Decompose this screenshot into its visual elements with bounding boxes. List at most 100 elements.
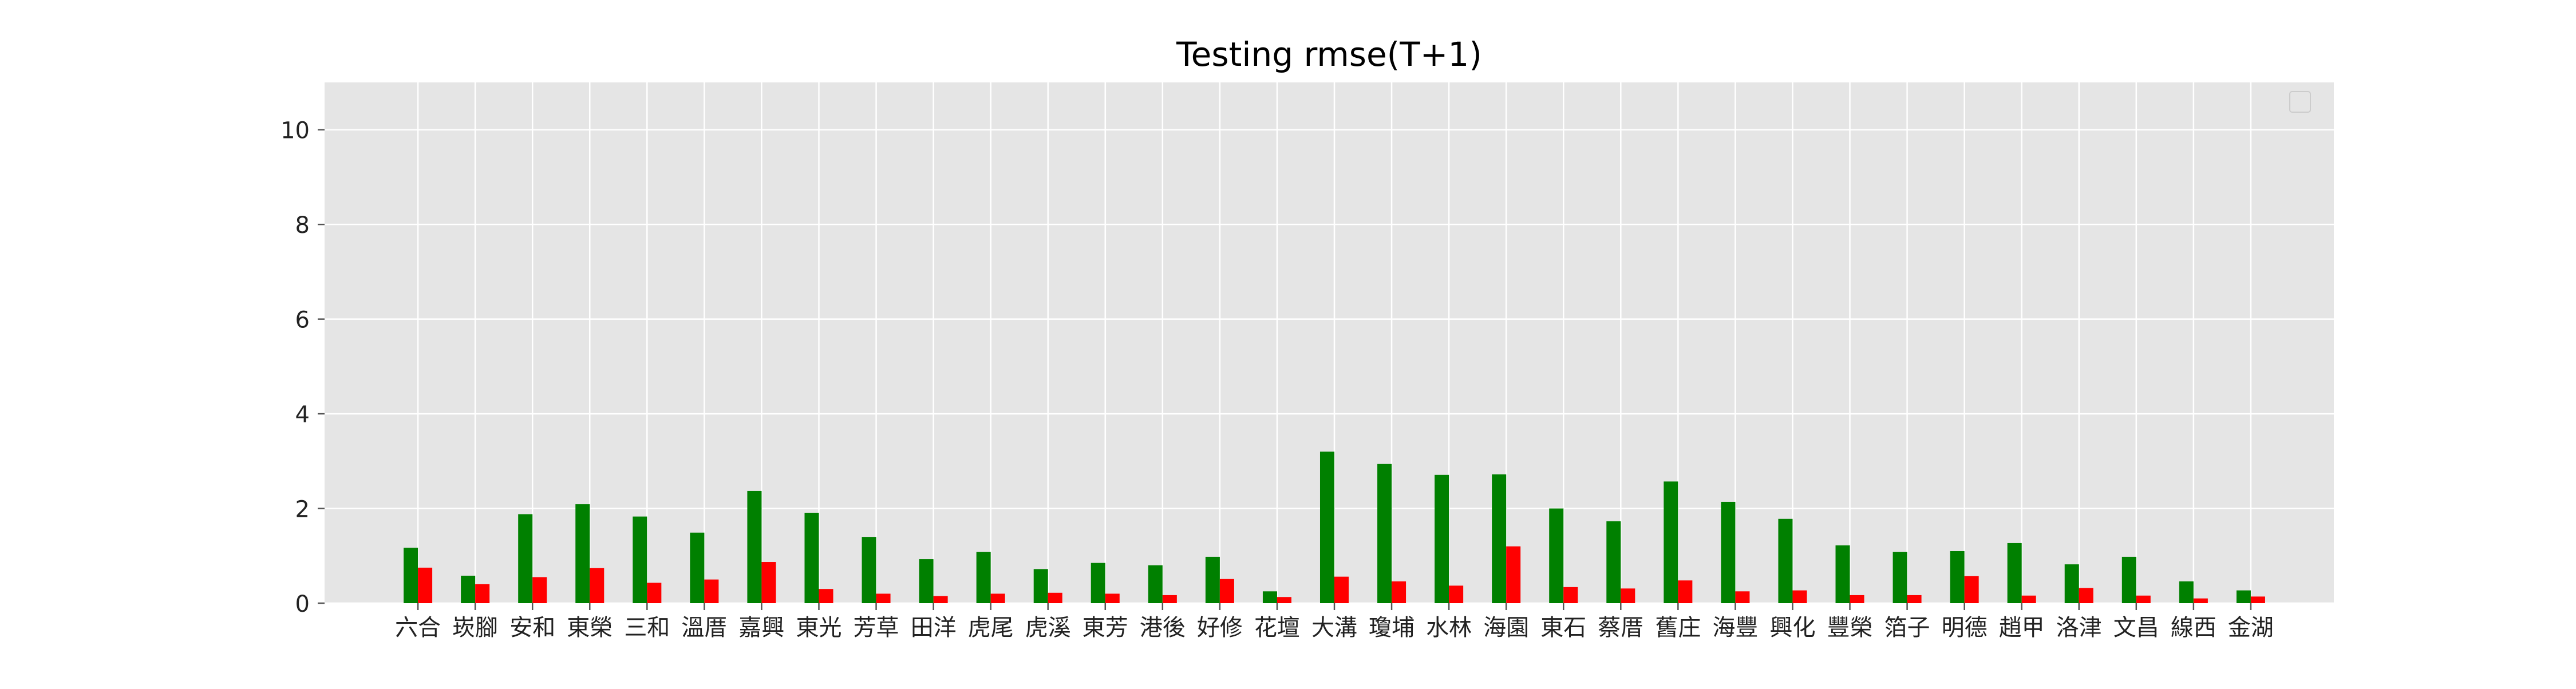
bar [1377,464,1392,603]
bar [1033,569,1048,603]
bar [1850,595,1864,603]
bar [876,593,891,603]
bar [1277,597,1291,603]
x-tick-label: 溫厝 [681,615,727,641]
bar [862,537,876,603]
bar [1091,563,1105,603]
bar [1048,592,1062,603]
bar [761,562,776,603]
x-tick-label: 瓊埔 [1369,615,1415,641]
bar [1219,579,1234,603]
x-tick-label: 海豐 [1712,615,1758,641]
bar [1835,545,1850,603]
bar [1721,501,1736,603]
bar [1664,481,1678,603]
y-tick-label: 2 [295,497,310,523]
bar [2250,596,2265,603]
x-tick-label: 三和 [624,615,670,641]
bar [575,504,590,603]
y-tick-label: 4 [295,402,310,428]
bar [1105,593,1120,603]
x-tick-label: 虎尾 [968,615,1014,641]
x-tick-label: 東榮 [567,615,613,641]
x-tick-label: 安和 [509,615,555,641]
x-tick-label: 豐榮 [1827,615,1873,641]
x-tick-label: 好修 [1197,615,1243,641]
bar [647,583,662,603]
bar [1778,518,1793,603]
bar [532,577,547,603]
bar [1392,581,1406,603]
x-tick-label: 東石 [1540,615,1586,641]
x-tick-label: 明德 [1942,615,1988,641]
x-tick-label: 崁腳 [452,615,498,641]
bar [1678,580,1693,603]
bar [2079,588,2093,603]
y-axis: 0 2 4 6 8 10 [280,118,325,617]
chart-title: Testing rmse(T+1) [1176,35,1482,74]
bar [1148,565,1163,603]
bar [1492,474,1507,603]
bar [704,579,719,603]
bar [1563,587,1578,603]
bar [2136,595,2151,603]
x-axis: 六合 崁腳 安和 東榮 三和 溫厝 嘉興 東光 芳草 田洋 虎尾 虎溪 東芳 港後 好修 花壇 大溝 瓊埔 水林 海園… [395,603,2274,641]
bars [404,452,2265,603]
bar [1907,595,1922,603]
bar [404,548,418,603]
bar [1162,595,1177,603]
bar [1950,551,1965,603]
bar [933,596,948,603]
bar [475,584,490,603]
bar [1893,552,1907,603]
bar [1435,474,1449,603]
x-tick-label: 水林 [1426,615,1472,641]
bar [1964,576,1979,603]
x-tick-label: 虎溪 [1025,615,1071,641]
bar [1606,521,1621,603]
bar [1449,585,1464,603]
x-tick-label: 田洋 [911,615,957,641]
bar [1735,591,1750,603]
bar [2064,564,2079,603]
x-tick-label: 文昌 [2113,615,2159,641]
x-tick-label: 六合 [395,615,441,641]
bar [1319,452,1335,603]
bar [1262,591,1277,603]
x-tick-label: 大溝 [1311,615,1357,641]
bar [690,532,705,603]
bar [590,568,605,603]
x-tick-label: 箔子 [1884,615,1930,641]
x-tick-label: 洛津 [2056,615,2102,641]
y-tick-label: 0 [295,591,310,617]
bar [976,552,991,603]
x-tick-label: 海園 [1483,615,1529,641]
x-tick-label: 嘉興 [738,615,784,641]
bar [2179,581,2194,603]
bar [461,576,476,603]
bar [919,559,934,603]
bar [2193,598,2208,603]
bar [2236,590,2251,603]
x-tick-label: 興化 [1769,615,1815,641]
bar [1205,556,1220,603]
x-tick-label: 蔡厝 [1598,615,1643,641]
bar [518,514,533,603]
bar [633,516,647,603]
x-tick-label: 港後 [1140,615,1186,641]
bar [819,589,833,603]
y-tick-label: 6 [295,307,310,334]
bar [747,490,762,603]
bar [2021,595,2036,603]
x-tick-label: 芳草 [854,615,899,641]
bar [1621,588,1635,603]
x-tick-label: 東光 [796,615,841,641]
bar [1792,590,1807,603]
bar [1506,546,1521,603]
x-tick-label: 金湖 [2228,615,2274,641]
bar [1334,576,1349,603]
bar [2007,543,2022,603]
bar [990,593,1005,603]
